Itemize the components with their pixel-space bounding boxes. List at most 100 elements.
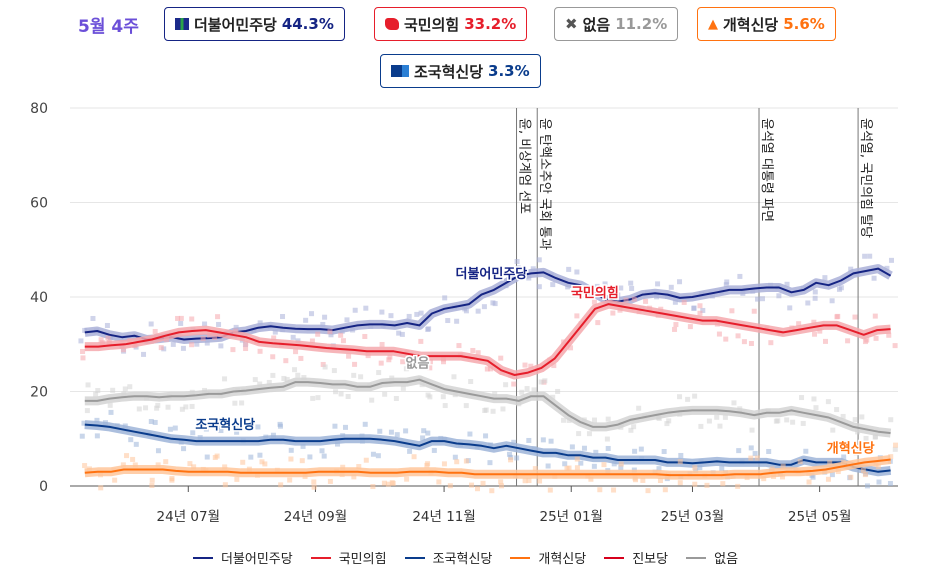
poll-point [189, 316, 195, 322]
poll-point [519, 389, 525, 395]
pill-none-value: 11.2% [615, 15, 668, 33]
poll-point [190, 430, 196, 436]
poll-point [342, 424, 348, 430]
poll-point [872, 313, 878, 319]
legend-item-progressive[interactable]: 진보당 [604, 548, 668, 567]
legend-label: 국민의힘 [338, 552, 387, 567]
poll-point [271, 335, 277, 341]
poll-point [414, 311, 420, 317]
poll-point [149, 482, 155, 488]
poll-point [664, 421, 670, 427]
legend-item-reform[interactable]: 개혁신당 [510, 548, 586, 567]
poll-point [216, 321, 222, 327]
trend-line [84, 303, 891, 376]
poll-point [886, 332, 892, 338]
pill-democratic[interactable]: 더불어민주당 44.3% [164, 7, 345, 41]
poll-point [677, 279, 683, 285]
poll-point [755, 296, 761, 302]
poll-point [425, 326, 431, 332]
poll-point [888, 454, 894, 460]
poll-point [888, 257, 894, 263]
poll-point [447, 483, 453, 489]
poll-point [532, 466, 538, 472]
poll-point [327, 329, 333, 335]
poll-point [155, 402, 161, 408]
poll-point [232, 400, 238, 406]
poll-point [243, 340, 249, 346]
poll-point [550, 394, 556, 400]
poll-point [311, 484, 317, 490]
poll-point [668, 284, 674, 290]
poll-point [662, 487, 668, 493]
poll-point [98, 485, 104, 491]
poll-point [178, 320, 184, 326]
poll-point [480, 480, 486, 486]
poll-point [183, 404, 189, 410]
poll-point [333, 389, 339, 395]
legend-item-ppp[interactable]: 국민의힘 [310, 548, 387, 567]
poll-point [551, 363, 557, 369]
poll-point [270, 372, 276, 378]
y-tick-label: 60 [30, 196, 48, 212]
poll-point [716, 331, 722, 337]
poll-point [363, 457, 369, 463]
poll-point [81, 420, 87, 426]
poll-point [776, 293, 782, 299]
poll-point [692, 393, 698, 399]
poll-point [257, 320, 263, 326]
poll-point [344, 317, 350, 323]
poll-point [309, 338, 315, 344]
pill-ppp-name: 국민의힘 [404, 15, 460, 34]
poll-point [536, 257, 542, 263]
poll-point [386, 357, 392, 363]
poll-point [259, 459, 265, 465]
pill-none[interactable]: ✖ 없음 11.2% [554, 7, 679, 41]
poll-point [547, 487, 553, 493]
poll-point [812, 331, 818, 337]
dp-flag-icon [175, 18, 189, 30]
poll-point [222, 376, 228, 382]
poll-point [233, 324, 239, 330]
pill-rebuilding[interactable]: 조국혁신당 3.3% [380, 54, 541, 88]
poll-point [257, 381, 263, 387]
poll-point [602, 281, 608, 287]
y-tick-label: 40 [30, 290, 48, 306]
poll-point [204, 340, 210, 346]
legend-item-none[interactable]: 없음 [686, 548, 738, 567]
legend-item-rebuilding[interactable]: 조국혁신당 [404, 548, 492, 567]
poll-point [685, 396, 691, 402]
poll-point [638, 446, 644, 452]
poll-point [566, 266, 572, 272]
poll-point [315, 331, 321, 337]
poll-point [327, 478, 333, 484]
poll-point [272, 329, 278, 335]
pill-reform[interactable]: ▲ 개혁신당 5.6% [697, 7, 836, 41]
poll-point [822, 275, 828, 281]
poll-point [124, 453, 130, 459]
poll-point [469, 482, 475, 488]
poll-point [388, 429, 394, 435]
poll-point [481, 304, 487, 310]
poll-point [636, 405, 642, 411]
poll-point [148, 418, 154, 424]
poll-point [812, 289, 818, 295]
pill-rebuilding-value: 3.3% [488, 62, 530, 80]
poll-point [863, 435, 869, 441]
poll-point [487, 460, 493, 466]
poll-point [158, 345, 164, 351]
poll-point [149, 477, 155, 483]
poll-point [110, 387, 116, 393]
poll-point [526, 478, 532, 484]
poll-point [678, 452, 684, 458]
poll-point [697, 310, 703, 316]
poll-point [729, 308, 735, 314]
poll-point [370, 484, 376, 490]
legend-item-democratic[interactable]: 더불어민주당 [192, 548, 293, 567]
poll-point [442, 403, 448, 409]
poll-point [597, 487, 603, 493]
pill-ppp[interactable]: 국민의힘 33.2% [374, 7, 528, 41]
poll-point [463, 403, 469, 409]
poll-point [170, 341, 176, 347]
poll-point [155, 462, 161, 468]
poll-point [90, 315, 96, 321]
